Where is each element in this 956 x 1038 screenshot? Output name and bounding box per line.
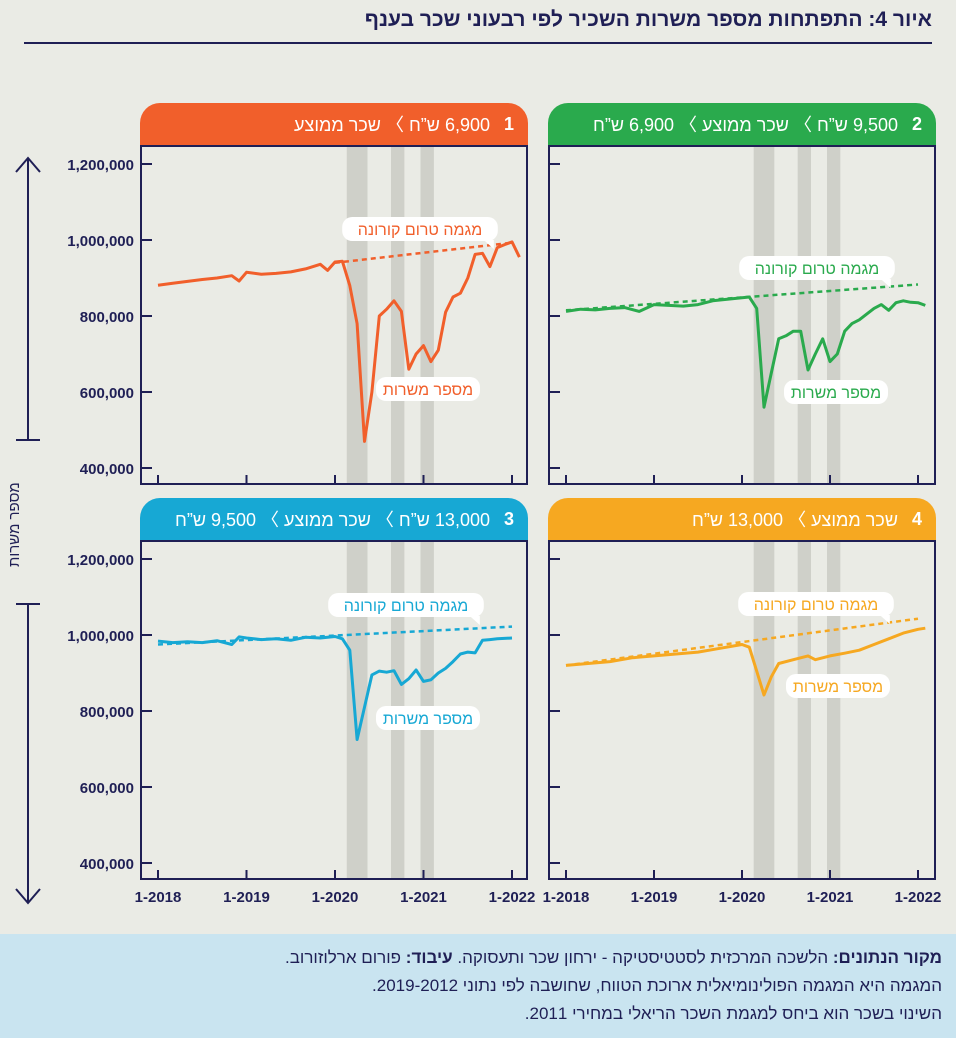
label-bg-1-1 [376, 377, 480, 401]
processing-label: עיבוד: [405, 948, 453, 967]
series-label-2: מספר משרות [784, 380, 888, 404]
trend-label-1: מגמה טרום קורונה [342, 217, 498, 249]
trend-line-4 [565, 617, 919, 667]
series-line-4 [565, 626, 926, 697]
y-tick-label-1-0: 400,000 [80, 461, 134, 478]
label-bg-1-0 [342, 217, 498, 241]
x-tick-label-4-4: 1-2022 [895, 889, 942, 906]
y-tick-label-3-4: 1,200,000 [67, 552, 134, 569]
trend-line-1 [334, 241, 513, 265]
chart-panel-3: 400,000 600,000 800,000 1,000,000 1,200,000 1… [67, 542, 535, 906]
label-text-4-1: מספר משרות [793, 679, 883, 696]
label-text-1-1: מספר משרות [383, 382, 473, 399]
y-tick-label-1-1: 600,000 [80, 385, 134, 402]
label-pointer-4 [879, 615, 890, 624]
label-bg-3-1 [376, 706, 480, 730]
label-bg-2-0 [739, 256, 895, 280]
label-bg-4-0 [738, 592, 894, 616]
shaded-period-4-0 [753, 542, 775, 878]
label-text-2-0: מגמה טרום קורונה [755, 261, 879, 278]
trend-label-2: מגמה טרום קורונה [739, 256, 895, 288]
label-text-1-0: מגמה טרום קורונה [358, 222, 482, 239]
figure-title: איור 4: התפתחות מספר משרות השכיר לפי רבע… [364, 8, 932, 31]
panel-header-3: 3 13,000 ש”ח 〉 שכר ממוצע 〉 9,500 ש”ח [140, 498, 528, 540]
panel-number-2: 2 [911, 113, 922, 134]
label-text-4-0: מגמה טרום קורונה [754, 597, 878, 614]
label-text-3-0: מגמה טרום קורונה [344, 598, 468, 615]
panel-header-2: 2 9,500 ש”ח 〉 שכר ממוצע 〉 6,900 ש”ח [548, 103, 936, 145]
y-tick-label-1-3: 1,000,000 [67, 233, 134, 250]
shaded-period-2-1 [797, 147, 811, 483]
footer-line-3: השינוי בשכר הוא ביחס למגמת השכר הריאלי ב… [524, 1004, 942, 1023]
source-label: מקור הנתונים: [832, 948, 942, 967]
label-text-2-1: מספר משרות [791, 385, 881, 402]
footer-notes: מקור הנתונים: הלשכה המרכזית לסטטיסטיקה -… [0, 934, 956, 1038]
y-tick-label-1-4: 1,200,000 [67, 157, 134, 174]
shaded-period-3-0 [346, 542, 368, 878]
x-tick-label-4-0: 1-2018 [543, 889, 590, 906]
panel-number-1: 1 [503, 113, 514, 134]
panel-number-4: 4 [911, 508, 922, 529]
series-label-4: מספר משרות [786, 674, 890, 698]
series-line-1 [157, 240, 521, 443]
panel-box-1 [140, 145, 528, 485]
x-tick-label-4-2: 1-2020 [719, 889, 766, 906]
y-axis-arrow-down [15, 603, 41, 905]
y-tick-label-1-2: 800,000 [80, 309, 134, 326]
series-line-3 [157, 635, 513, 741]
label-bg-2-1 [784, 380, 888, 404]
y-axis-arrow-up [15, 156, 41, 441]
label-pointer-2 [880, 279, 891, 288]
chart-panel-1: 400,000 600,000 800,000 1,000,000 1,200,000 מ… [67, 147, 521, 483]
x-tick-label-3-3: 1-2021 [400, 889, 447, 906]
footer-line-2: המגמה היא המגמה הפולינומיאלית ארוכת הטוו… [372, 976, 942, 995]
charts-svg: 400,000 600,000 800,000 1,000,000 1,200,000 מ… [15, 147, 942, 906]
shaded-period-4-1 [797, 542, 811, 878]
footer-line-1: מקור הנתונים: הלשכה המרכזית לסטטיסטיקה -… [14, 944, 942, 972]
shaded-period-2-2 [827, 147, 841, 483]
x-tick-label-3-4: 1-2022 [489, 889, 536, 906]
x-tick-label-3-1: 1-2019 [223, 889, 270, 906]
panel-label-2: 9,500 ש”ח 〉 שכר ממוצע 〉 6,900 ש”ח [593, 115, 898, 135]
x-tick-label-4-3: 1-2021 [807, 889, 854, 906]
trend-label-4: מגמה טרום קורונה [738, 592, 894, 624]
label-pointer-1 [483, 240, 494, 249]
series-label-3: מספר משרות [376, 706, 480, 730]
panel-label-3: 13,000 ש”ח 〉 שכר ממוצע 〉 9,500 ש”ח [175, 510, 490, 530]
x-tick-label-4-1: 1-2019 [631, 889, 678, 906]
panel-header-4: 4 שכר ממוצע 〉 13,000 ש”ח [548, 498, 936, 540]
processing-text: פורום ארלוזורוב. [285, 948, 406, 967]
trend-line-2 [565, 283, 919, 312]
title-rule [24, 42, 932, 44]
label-text-3-1: מספר משרות [383, 711, 473, 728]
panel-label-1: 6,900 ש”ח 〉 שכר ממוצע [294, 115, 490, 135]
panel-box-2 [548, 145, 936, 485]
label-bg-4-1 [786, 674, 890, 698]
chart-panel-2: מגמה טרום קורונה מספר משרות [550, 147, 926, 483]
shaded-period-4-2 [827, 542, 841, 878]
label-bg-3-0 [328, 593, 484, 617]
y-tick-label-3-0: 400,000 [80, 856, 134, 873]
y-tick-label-3-1: 600,000 [80, 780, 134, 797]
x-tick-label-3-0: 1-2018 [135, 889, 182, 906]
y-tick-label-3-3: 1,000,000 [67, 628, 134, 645]
trend-label-3: מגמה טרום קורונה [328, 593, 484, 625]
x-tick-label-3-2: 1-2020 [312, 889, 359, 906]
panel-number-3: 3 [503, 508, 514, 529]
shaded-period-1-2 [420, 147, 434, 483]
series-label-1: מספר משרות [376, 377, 480, 401]
source-text: הלשכה המרכזית לסטטיסטיקה - ירחון שכר ותע… [452, 948, 833, 967]
shaded-period-2-0 [753, 147, 775, 483]
panel-label-4: שכר ממוצע 〉 13,000 ש”ח [692, 510, 898, 530]
chart-panel-4: 1-2018 1-2019 1-2020 1-2021 1-2022 מגמה טרום … [543, 542, 942, 906]
y-tick-label-3-2: 800,000 [80, 704, 134, 721]
panel-header-1: 1 6,900 ש”ח 〉 שכר ממוצע [140, 103, 528, 145]
label-pointer-3 [469, 616, 480, 625]
